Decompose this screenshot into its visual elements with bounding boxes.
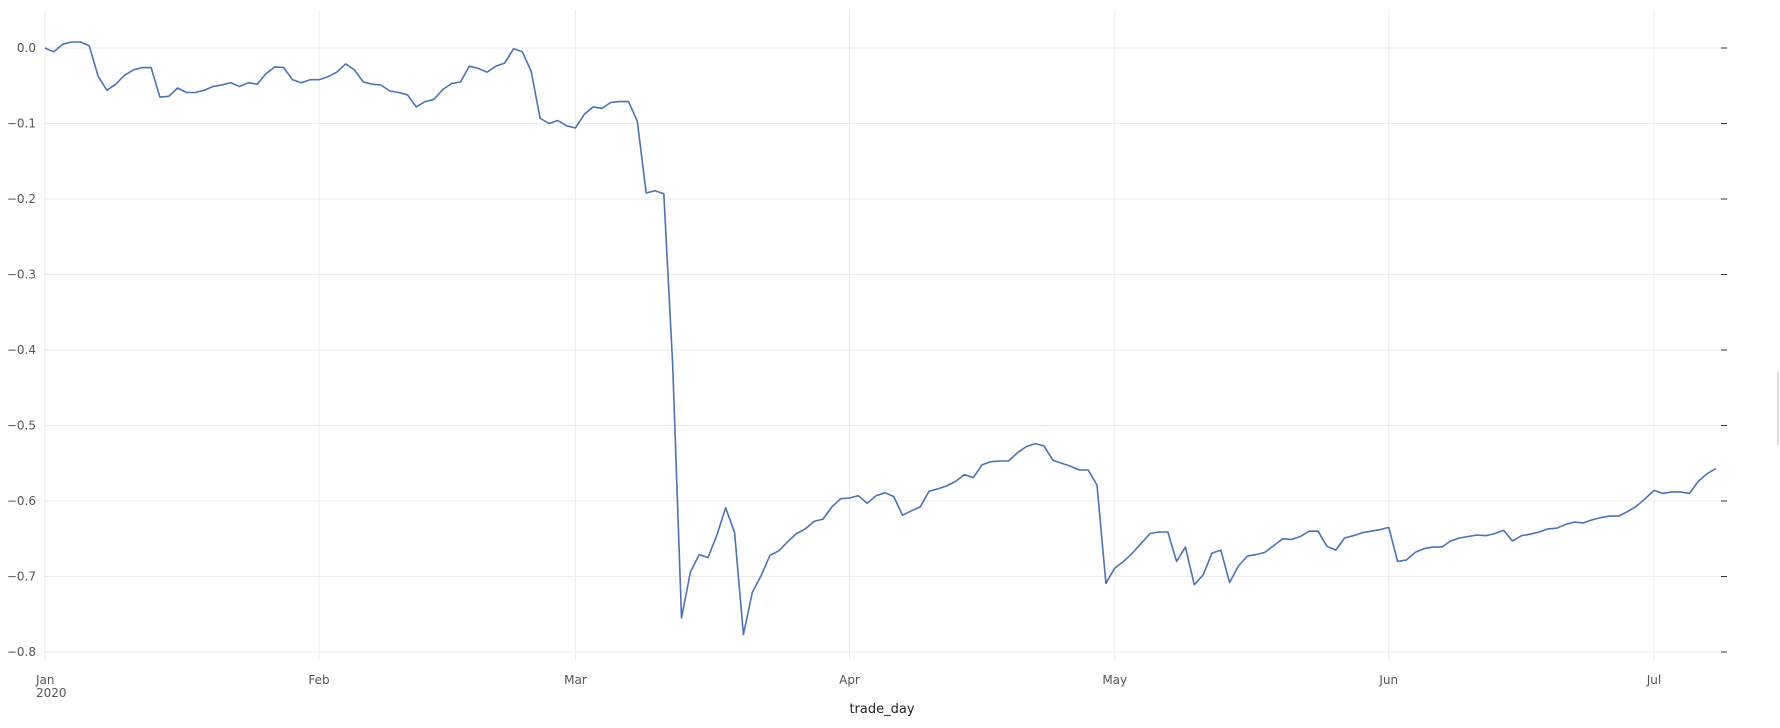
x-tick-year-label: 2020 <box>36 686 67 700</box>
y-tick-label: −0.4 <box>7 343 36 357</box>
x-tick-label: May <box>1102 673 1127 687</box>
y-tick-label: 0.0 <box>17 41 36 55</box>
right-axis-ticks <box>1721 47 1727 653</box>
y-tick-label: −0.8 <box>7 645 36 659</box>
y-axis: 0.0 −0.1 −0.2 −0.3 −0.4 −0.5 −0.6 −0.7 −0.8 <box>7 41 36 659</box>
y-tick-label: −0.6 <box>7 494 36 508</box>
y-tick-label: −0.1 <box>7 117 36 131</box>
y-tick-label: −0.2 <box>7 192 36 206</box>
x-tick-label: Mar <box>564 673 587 687</box>
x-tick-label: Apr <box>839 673 860 687</box>
x-tick-label: Jan <box>35 673 55 687</box>
x-axis-title: trade_day <box>849 702 914 717</box>
series-line <box>44 41 1717 636</box>
x-tick-label: Feb <box>308 673 329 687</box>
y-tick-label: −0.3 <box>7 268 36 282</box>
gridlines <box>44 10 1724 660</box>
series-group <box>44 41 1717 636</box>
y-tick-label: −0.7 <box>7 570 36 584</box>
x-tick-label: Jun <box>1378 673 1398 687</box>
y-tick-label: −0.5 <box>7 419 36 433</box>
x-tick-label: Jul <box>1646 673 1661 687</box>
